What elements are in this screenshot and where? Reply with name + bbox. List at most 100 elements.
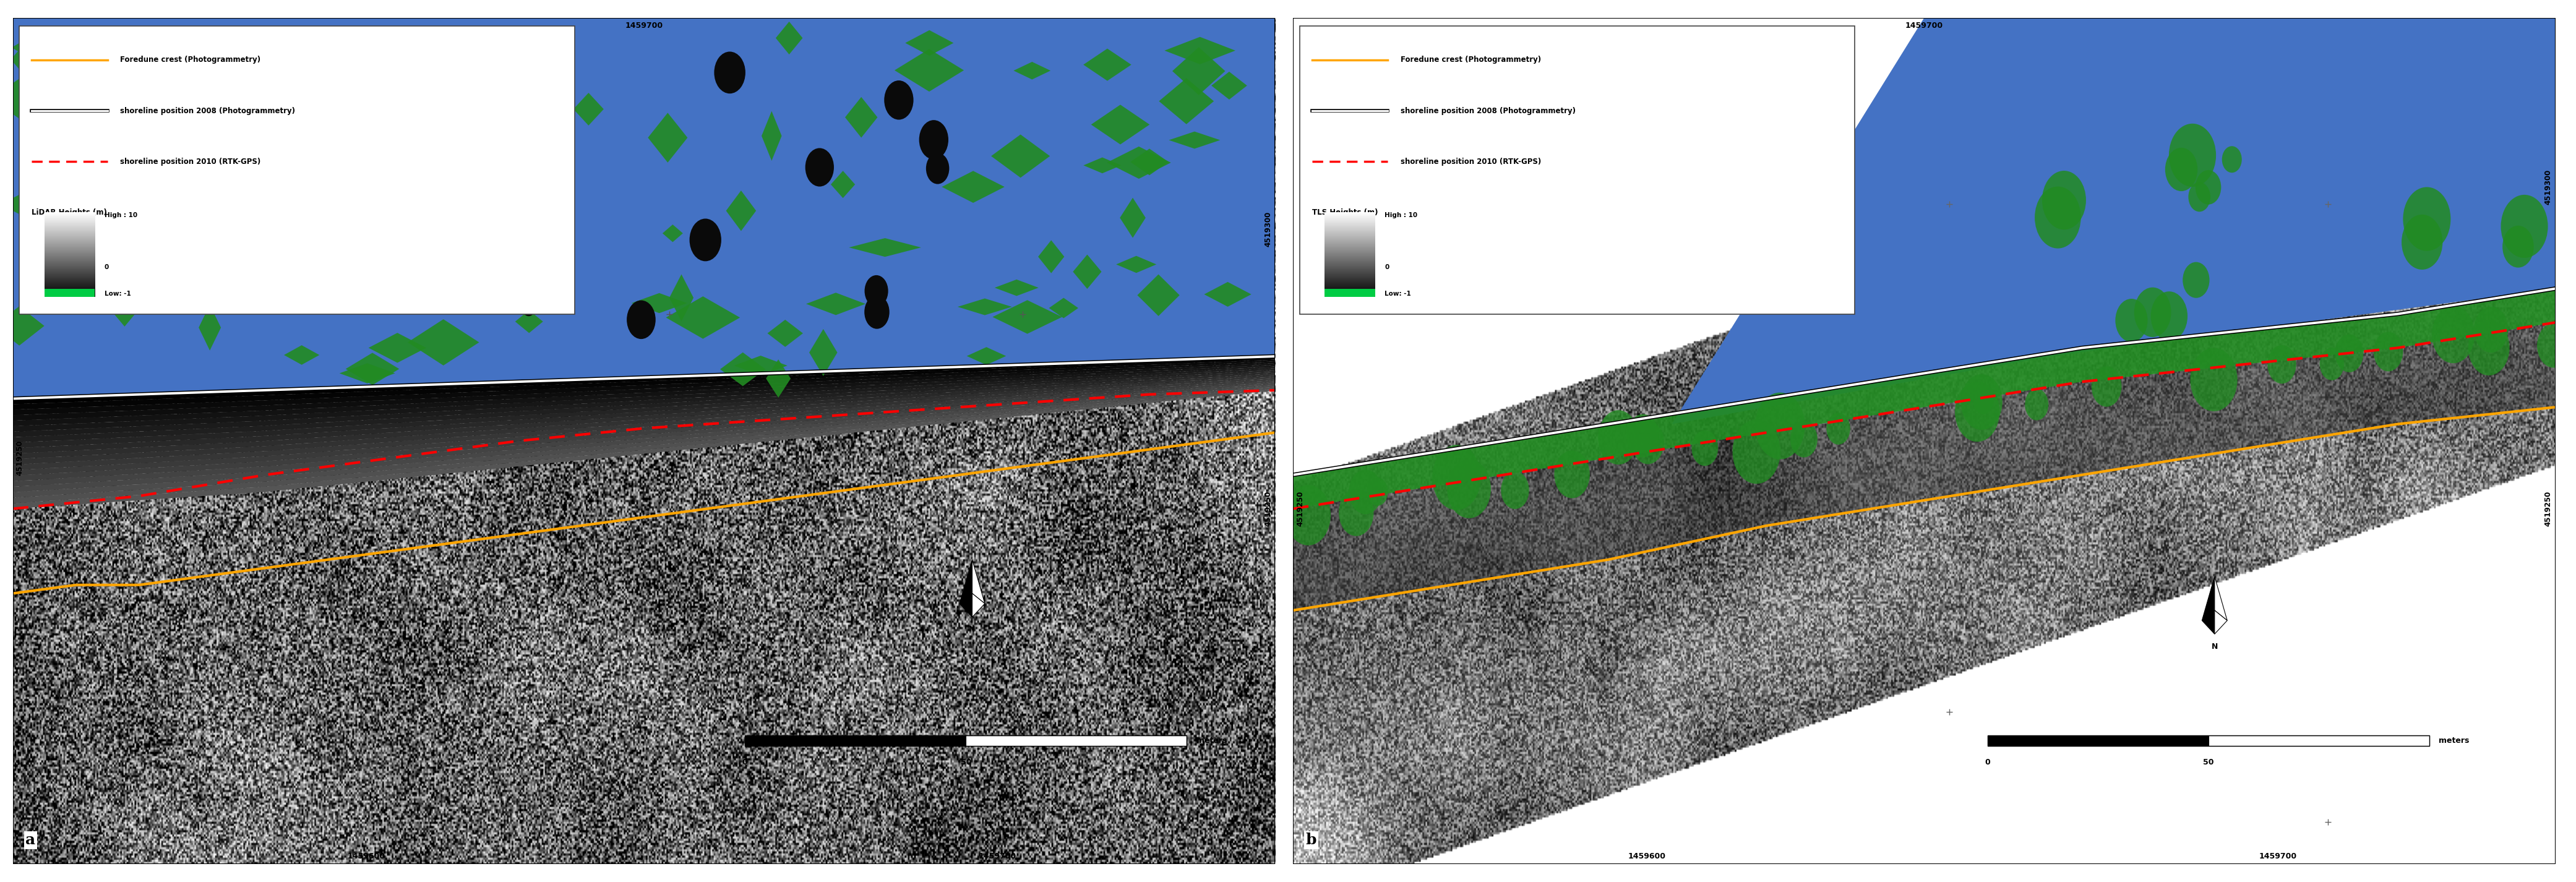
Polygon shape bbox=[574, 93, 603, 125]
Polygon shape bbox=[850, 238, 922, 257]
Polygon shape bbox=[768, 319, 804, 347]
Text: 1459700: 1459700 bbox=[626, 22, 662, 30]
Polygon shape bbox=[397, 100, 451, 146]
Polygon shape bbox=[1170, 131, 1221, 149]
Bar bbox=[1989, 736, 2208, 746]
Bar bbox=[744, 736, 1188, 746]
Polygon shape bbox=[1293, 288, 2555, 509]
Polygon shape bbox=[971, 594, 984, 617]
Polygon shape bbox=[662, 225, 683, 242]
Polygon shape bbox=[734, 355, 788, 376]
Polygon shape bbox=[1121, 198, 1146, 238]
Polygon shape bbox=[1115, 256, 1157, 273]
Polygon shape bbox=[13, 385, 1275, 497]
Polygon shape bbox=[1203, 282, 1252, 307]
Circle shape bbox=[2334, 334, 2362, 372]
Polygon shape bbox=[1211, 71, 1247, 100]
Text: High : 10: High : 10 bbox=[1386, 213, 1417, 219]
Text: shoreline position 2010 (RTK-GPS): shoreline position 2010 (RTK-GPS) bbox=[121, 158, 260, 166]
Circle shape bbox=[2195, 170, 2221, 205]
Polygon shape bbox=[54, 179, 103, 216]
Circle shape bbox=[2473, 307, 2509, 353]
Circle shape bbox=[1597, 410, 1638, 465]
Polygon shape bbox=[1084, 157, 1121, 173]
Circle shape bbox=[1448, 460, 1492, 519]
Polygon shape bbox=[0, 306, 44, 346]
Text: 4519300: 4519300 bbox=[1265, 212, 1273, 247]
Polygon shape bbox=[904, 30, 953, 56]
Polygon shape bbox=[1172, 47, 1226, 95]
Polygon shape bbox=[13, 380, 1275, 482]
Polygon shape bbox=[894, 49, 963, 92]
Polygon shape bbox=[775, 21, 804, 55]
Text: 4519250: 4519250 bbox=[15, 440, 23, 475]
Circle shape bbox=[2092, 366, 2123, 407]
Polygon shape bbox=[13, 378, 1275, 475]
Circle shape bbox=[920, 120, 948, 160]
Polygon shape bbox=[340, 363, 394, 384]
Polygon shape bbox=[765, 359, 791, 398]
Circle shape bbox=[1790, 421, 1819, 458]
Polygon shape bbox=[13, 373, 1275, 460]
Polygon shape bbox=[726, 191, 757, 231]
Polygon shape bbox=[157, 186, 178, 234]
Bar bbox=[966, 736, 1188, 746]
Polygon shape bbox=[44, 273, 113, 296]
Bar bbox=[1324, 288, 1376, 297]
Polygon shape bbox=[943, 171, 1005, 203]
Polygon shape bbox=[407, 319, 479, 365]
Polygon shape bbox=[809, 329, 837, 376]
Polygon shape bbox=[1108, 146, 1172, 179]
Polygon shape bbox=[649, 113, 688, 162]
Polygon shape bbox=[113, 301, 137, 326]
Polygon shape bbox=[1139, 274, 1180, 316]
Polygon shape bbox=[451, 146, 505, 179]
Circle shape bbox=[690, 219, 721, 261]
Polygon shape bbox=[268, 211, 332, 257]
Polygon shape bbox=[435, 258, 500, 302]
Polygon shape bbox=[1092, 105, 1149, 145]
Circle shape bbox=[2190, 182, 2210, 212]
Polygon shape bbox=[667, 296, 739, 339]
Text: 1459700: 1459700 bbox=[979, 852, 1018, 860]
Polygon shape bbox=[992, 300, 1061, 333]
Circle shape bbox=[2043, 171, 2087, 229]
Polygon shape bbox=[13, 360, 1275, 415]
Text: 4519250: 4519250 bbox=[1265, 491, 1273, 527]
Circle shape bbox=[1340, 490, 1373, 536]
Text: 0: 0 bbox=[106, 265, 108, 271]
Polygon shape bbox=[13, 370, 1275, 448]
Polygon shape bbox=[13, 367, 1275, 437]
Circle shape bbox=[2035, 186, 2081, 249]
Polygon shape bbox=[762, 111, 781, 161]
Bar bbox=[1989, 736, 2429, 746]
Circle shape bbox=[2403, 187, 2450, 251]
Polygon shape bbox=[958, 298, 1012, 315]
Bar bbox=[1298, 26, 1855, 314]
Polygon shape bbox=[971, 559, 984, 603]
Circle shape bbox=[2432, 306, 2476, 363]
Polygon shape bbox=[966, 348, 1007, 365]
Polygon shape bbox=[13, 384, 1275, 492]
Circle shape bbox=[2501, 195, 2548, 258]
Polygon shape bbox=[198, 304, 222, 350]
Circle shape bbox=[866, 275, 889, 307]
Circle shape bbox=[1432, 445, 1481, 510]
Text: 50: 50 bbox=[961, 759, 971, 766]
Circle shape bbox=[2501, 226, 2535, 267]
Text: 1459600: 1459600 bbox=[348, 852, 386, 860]
Polygon shape bbox=[108, 81, 144, 102]
Polygon shape bbox=[13, 356, 1275, 404]
Polygon shape bbox=[2215, 577, 2228, 621]
Polygon shape bbox=[13, 18, 1275, 399]
Text: LiDAR Heights (m): LiDAR Heights (m) bbox=[31, 208, 108, 216]
Text: 1459700: 1459700 bbox=[1906, 22, 1942, 30]
Polygon shape bbox=[958, 594, 971, 617]
Circle shape bbox=[866, 295, 889, 329]
Text: 4519250: 4519250 bbox=[1296, 491, 1303, 527]
Bar bbox=[2208, 736, 2429, 746]
Circle shape bbox=[2025, 389, 2048, 421]
Circle shape bbox=[538, 216, 567, 254]
Polygon shape bbox=[1672, 18, 2555, 424]
Polygon shape bbox=[353, 172, 381, 215]
